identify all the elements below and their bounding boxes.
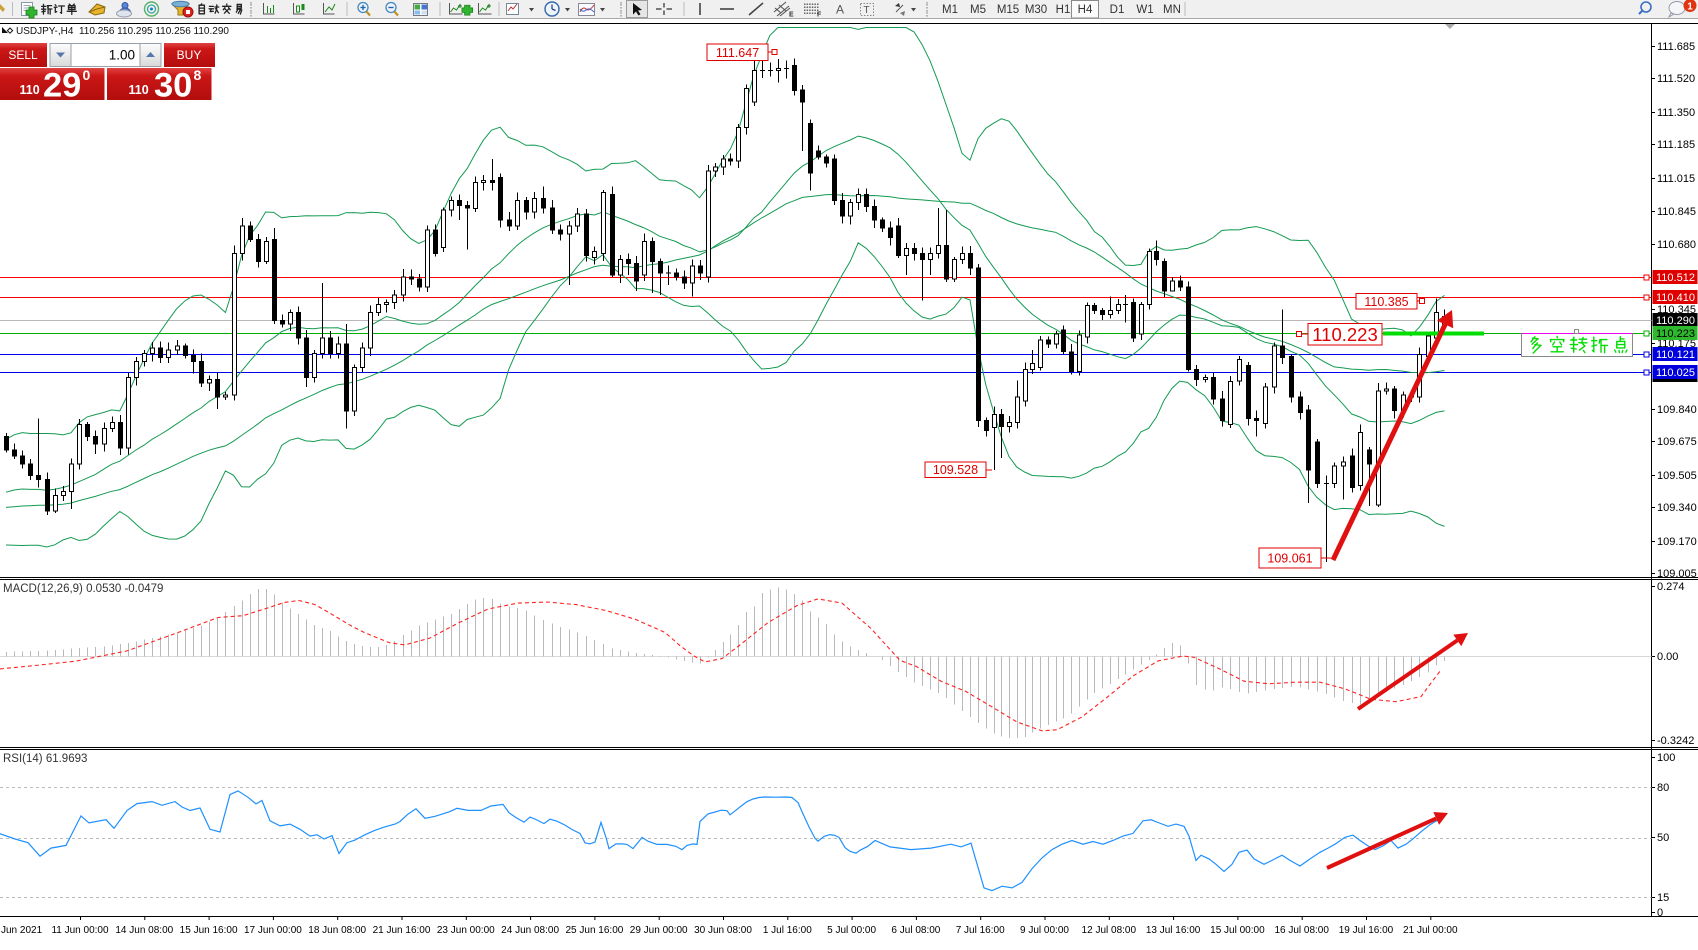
svg-text:111.015: 111.015 xyxy=(1657,173,1695,185)
svg-text:30: 30 xyxy=(154,67,192,105)
svg-text:110.410: 110.410 xyxy=(1656,292,1695,304)
svg-text:1: 1 xyxy=(1687,2,1693,13)
svg-text:110.121: 110.121 xyxy=(1656,349,1695,361)
svg-text:0.00: 0.00 xyxy=(1657,651,1678,663)
svg-text:110.680: 110.680 xyxy=(1657,239,1696,251)
svg-text:M30: M30 xyxy=(1025,4,1047,16)
svg-text:M5: M5 xyxy=(970,4,986,16)
svg-text:T: T xyxy=(864,5,870,16)
svg-text:SELL: SELL xyxy=(8,48,38,62)
svg-text:7 Jul 16:00: 7 Jul 16:00 xyxy=(956,925,1005,936)
svg-text:110.845: 110.845 xyxy=(1657,206,1696,218)
svg-text:16 Jul 08:00: 16 Jul 08:00 xyxy=(1274,925,1329,936)
svg-text:D1: D1 xyxy=(1110,4,1125,16)
svg-text:A: A xyxy=(836,3,844,17)
svg-text:12 Jul 08:00: 12 Jul 08:00 xyxy=(1082,925,1137,936)
svg-text:110: 110 xyxy=(129,83,149,97)
svg-text:USDJPY-,H4 110.256 110.295 11: USDJPY-,H4 110.256 110.295 110.256 110.2… xyxy=(16,26,229,37)
svg-text:BUY: BUY xyxy=(177,48,202,62)
svg-text:1 Jul 16:00: 1 Jul 16:00 xyxy=(763,925,812,936)
svg-text:100: 100 xyxy=(1657,752,1675,764)
svg-text:H4: H4 xyxy=(1078,4,1093,16)
svg-text:M1: M1 xyxy=(942,4,958,16)
svg-text:110.512: 110.512 xyxy=(1656,272,1695,284)
svg-text:30 Jun 08:00: 30 Jun 08:00 xyxy=(694,925,752,936)
svg-text:11 Jun 00:00: 11 Jun 00:00 xyxy=(51,925,109,936)
svg-text:15: 15 xyxy=(1657,892,1669,904)
svg-text:M15: M15 xyxy=(997,4,1019,16)
svg-text:1.00: 1.00 xyxy=(109,48,135,63)
svg-text:50: 50 xyxy=(1657,832,1669,844)
svg-text:13 Jul 16:00: 13 Jul 16:00 xyxy=(1146,925,1201,936)
svg-text:29 Jun 00:00: 29 Jun 00:00 xyxy=(630,925,688,936)
svg-text:0.274: 0.274 xyxy=(1657,581,1685,593)
svg-text:109.005: 109.005 xyxy=(1657,568,1697,580)
svg-text:29: 29 xyxy=(43,67,81,105)
svg-text:110: 110 xyxy=(20,83,40,97)
svg-text:109.170: 109.170 xyxy=(1657,536,1697,548)
svg-text:14 Jun 08:00: 14 Jun 08:00 xyxy=(115,925,173,936)
svg-text:109.340: 109.340 xyxy=(1657,502,1697,514)
svg-text:15 Jun 16:00: 15 Jun 16:00 xyxy=(180,925,238,936)
svg-text:RSI(14) 61.9693: RSI(14) 61.9693 xyxy=(3,753,87,765)
svg-text:H1: H1 xyxy=(1056,4,1071,16)
svg-text:110.223: 110.223 xyxy=(1312,324,1378,345)
svg-text:0: 0 xyxy=(1657,907,1663,919)
svg-text:109.505: 109.505 xyxy=(1657,470,1697,482)
svg-text:0: 0 xyxy=(83,67,91,83)
svg-text:Jun 2021: Jun 2021 xyxy=(1,925,43,936)
svg-text:111.350: 111.350 xyxy=(1657,107,1695,119)
svg-text:110.025: 110.025 xyxy=(1656,367,1695,379)
svg-text:23 Jun 00:00: 23 Jun 00:00 xyxy=(437,925,495,936)
svg-text:111.685: 111.685 xyxy=(1657,41,1695,53)
svg-text:109.061: 109.061 xyxy=(1267,552,1312,566)
svg-text:8: 8 xyxy=(194,67,202,83)
svg-text:109.528: 109.528 xyxy=(933,463,978,477)
svg-text:18 Jun 08:00: 18 Jun 08:00 xyxy=(308,925,366,936)
svg-text:110.290: 110.290 xyxy=(1656,315,1695,327)
svg-text:E: E xyxy=(789,12,794,19)
svg-text:17 Jun 00:00: 17 Jun 00:00 xyxy=(244,925,302,936)
svg-text:109.675: 109.675 xyxy=(1657,436,1697,448)
svg-text:-0.3242: -0.3242 xyxy=(1657,735,1694,747)
svg-text:80: 80 xyxy=(1657,782,1669,794)
svg-text:MN: MN xyxy=(1163,4,1181,16)
svg-text:111.185: 111.185 xyxy=(1657,139,1695,151)
svg-text:19 Jul 16:00: 19 Jul 16:00 xyxy=(1339,925,1394,936)
svg-text:6 Jul 08:00: 6 Jul 08:00 xyxy=(891,925,940,936)
svg-text:9 Jul 00:00: 9 Jul 00:00 xyxy=(1020,925,1069,936)
svg-text:15 Jul 00:00: 15 Jul 00:00 xyxy=(1210,925,1265,936)
svg-text:25 Jun 16:00: 25 Jun 16:00 xyxy=(565,925,623,936)
svg-text:24 Jun 08:00: 24 Jun 08:00 xyxy=(501,925,559,936)
svg-text:111.520: 111.520 xyxy=(1657,73,1695,85)
svg-text:110.385: 110.385 xyxy=(1364,295,1408,309)
svg-text:109.840: 109.840 xyxy=(1657,404,1697,416)
svg-text:21 Jun 16:00: 21 Jun 16:00 xyxy=(373,925,431,936)
svg-text:21 Jul 00:00: 21 Jul 00:00 xyxy=(1403,925,1458,936)
svg-text:F: F xyxy=(817,12,822,19)
svg-text:5 Jul 00:00: 5 Jul 00:00 xyxy=(827,925,876,936)
svg-text:W1: W1 xyxy=(1136,4,1153,16)
svg-text:MACD(12,26,9) 0.0530 -0.0479: MACD(12,26,9) 0.0530 -0.0479 xyxy=(3,583,163,595)
svg-text:110.223: 110.223 xyxy=(1656,328,1695,340)
svg-text:111.647: 111.647 xyxy=(716,46,759,60)
